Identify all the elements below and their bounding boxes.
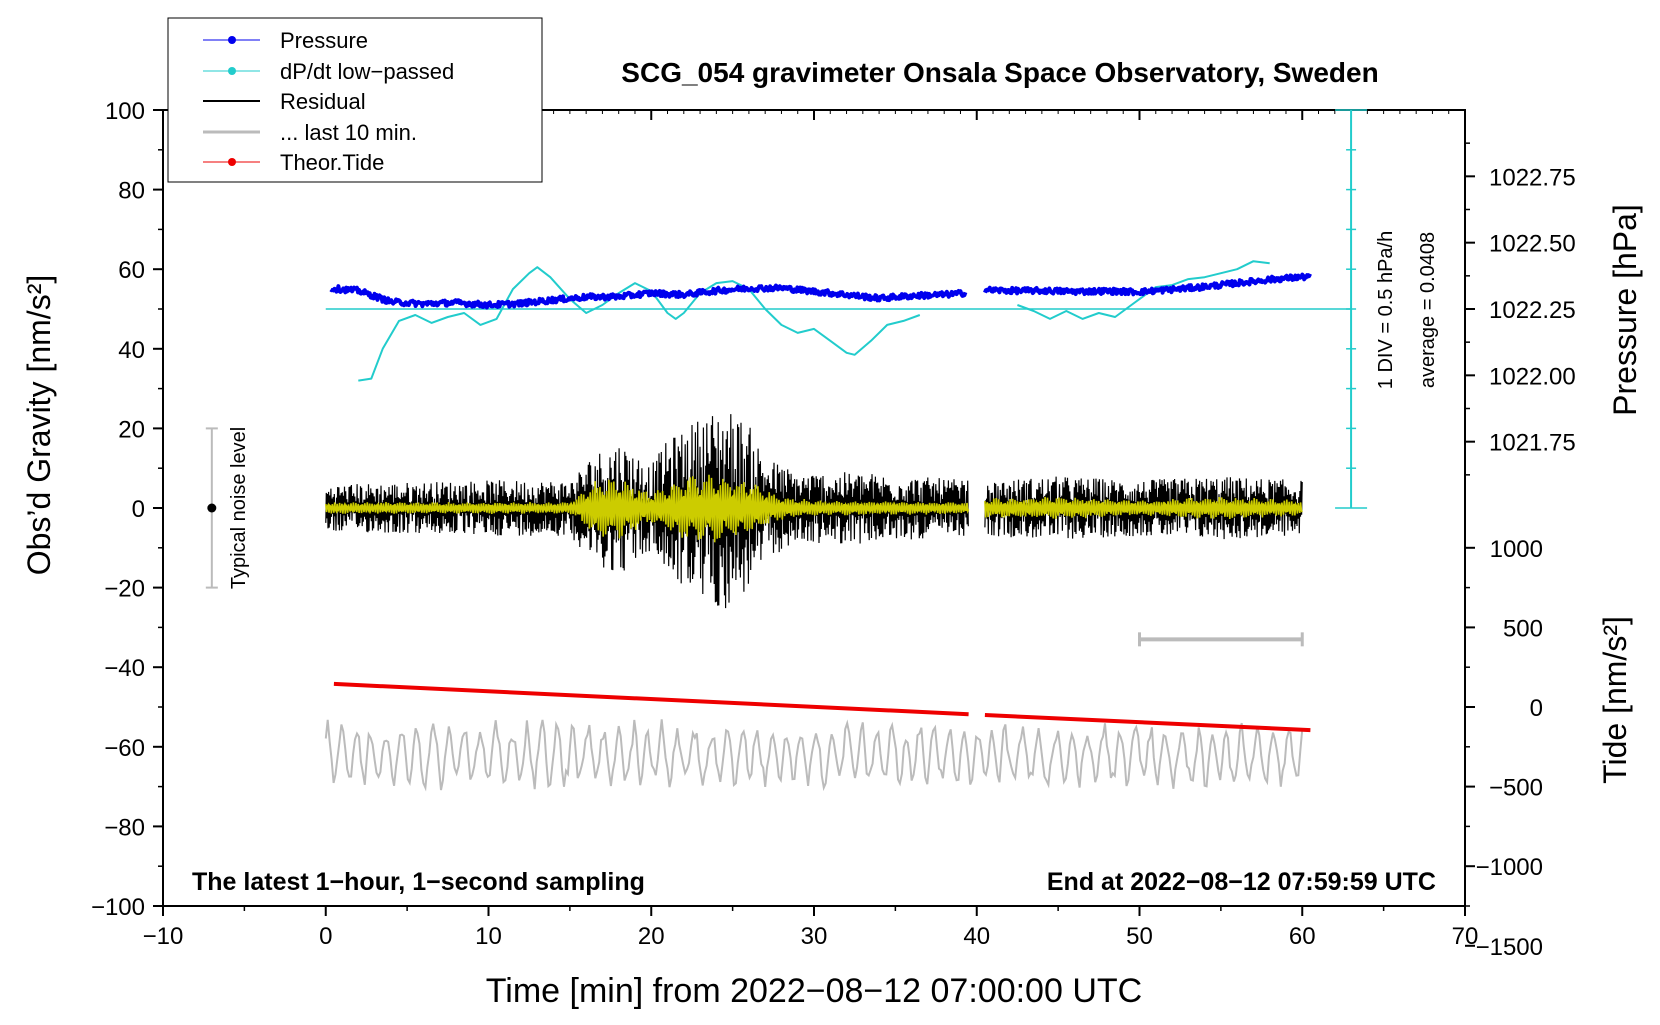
tide-tick-label: −1000 — [1476, 854, 1543, 881]
tide-tick-label: 0 — [1530, 695, 1543, 722]
pressure-tick-label: 1021.75 — [1489, 430, 1576, 457]
y-tick-label: 40 — [118, 337, 145, 364]
noise-level-label: Typical noise level — [228, 427, 250, 589]
y-tick-label: 80 — [118, 178, 145, 205]
series-last10-line — [324, 719, 1304, 792]
pressure-tick-label: 1022.75 — [1489, 164, 1576, 191]
scale-label-div: 1 DIV = 0.5 hPa/h — [1375, 231, 1397, 389]
legend: Pressure dP/dt low−passed Residual ... l… — [167, 17, 543, 183]
tide-tick-label: −500 — [1489, 775, 1543, 802]
series-dpdt-line-0 — [358, 266, 921, 382]
x-tick-label: 50 — [1126, 923, 1153, 950]
x-tick-label: 30 — [801, 923, 828, 950]
legend-label-tide: Theor.Tide — [280, 150, 384, 175]
pressure-tick-label: 1022.50 — [1489, 231, 1576, 258]
overlay-layer — [205, 109, 1368, 647]
y-axis-label-left: Obs’d Gravity [nm/s²] — [21, 275, 57, 576]
x-tick-label: 60 — [1289, 923, 1316, 950]
annotation-bottom-left: The latest 1−hour, 1−second sampling — [192, 868, 645, 896]
x-tick-label: 10 — [475, 923, 502, 950]
series-tide-line-0 — [333, 681, 969, 717]
legend-label-pressure: Pressure — [280, 28, 368, 53]
tide-tick-label: 500 — [1503, 615, 1543, 642]
series-layer — [324, 260, 1352, 792]
series-residual-line-0 — [325, 414, 969, 609]
legend-label-dpdt: dP/dt low−passed — [280, 59, 454, 84]
tide-tick-label: 1000 — [1490, 536, 1543, 563]
legend-label-residual: Residual — [280, 89, 366, 114]
y-tick-label: −20 — [104, 576, 145, 603]
legend-label-last10: ... last 10 min. — [280, 120, 417, 145]
chart-title: SCG_054 gravimeter Onsala Space Observat… — [621, 57, 1378, 88]
pressure-tick-label: 1022.25 — [1489, 297, 1576, 324]
y-tick-label: 100 — [105, 98, 145, 125]
pressure-tick-label: 1022.00 — [1489, 363, 1576, 390]
series-residual-lowpass-line-0 — [325, 474, 970, 543]
series-dpdt-line-1 — [1017, 260, 1270, 320]
axis-ticks: −10 0 10 20 30 40 50 60 70100806040200−20−40−60−… — [91, 98, 1576, 961]
y-tick-label: 0 — [132, 496, 145, 523]
y-tick-label: −80 — [104, 814, 145, 841]
scale-label-average: average = 0.0408 — [1417, 232, 1439, 388]
noise-bar-dot — [207, 503, 217, 513]
legend-marker-tide — [228, 158, 236, 166]
series-pressure-line-0 — [329, 283, 968, 310]
y-tick-label: −100 — [91, 894, 145, 921]
series-residual-lowpass-line-1 — [984, 496, 1303, 520]
x-tick-label: 0 — [319, 923, 332, 950]
y-axis-label-pressure: Pressure [hPa] — [1607, 204, 1643, 416]
y-tick-label: 60 — [118, 257, 145, 284]
y-axis-label-tide: Tide [nm/s²] — [1597, 616, 1633, 784]
legend-marker-pressure — [228, 36, 236, 44]
y-tick-label: −40 — [104, 655, 145, 682]
x-tick-label: −10 — [143, 923, 184, 950]
series-tide-line-1 — [984, 713, 1311, 733]
x-axis-label: Time [min] from 2022−08−12 07:00:00 UTC — [486, 972, 1142, 1010]
series-pressure-line-1 — [983, 272, 1312, 297]
y-tick-label: −60 — [104, 735, 145, 762]
tide-tick-label: −1500 — [1476, 934, 1543, 961]
x-tick-label: 20 — [638, 923, 665, 950]
x-tick-label: 40 — [963, 923, 990, 950]
annotation-bottom-right: End at 2022−08−12 07:59:59 UTC — [1047, 868, 1436, 896]
legend-marker-dpdt — [228, 67, 236, 75]
y-tick-label: 20 — [118, 416, 145, 443]
